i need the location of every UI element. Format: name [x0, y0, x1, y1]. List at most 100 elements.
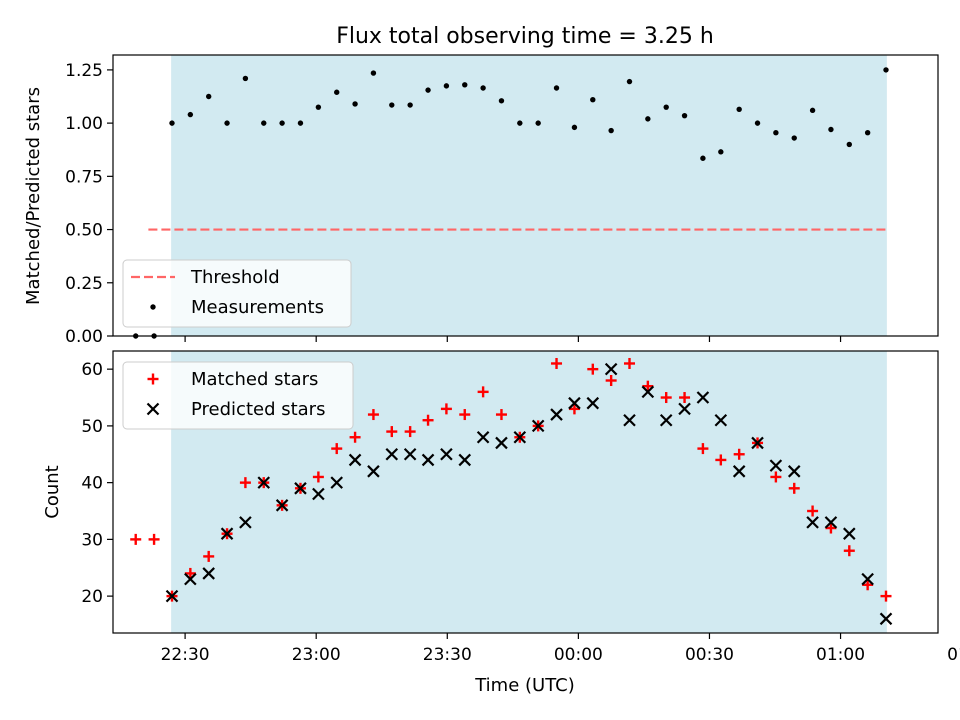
- measurement-point: [571, 124, 578, 131]
- x-marker-b: [184, 572, 197, 586]
- predicted-star-point: [367, 465, 380, 478]
- measurement-point: [681, 112, 688, 119]
- x-marker-b: [623, 413, 636, 427]
- matched-star-point: [880, 590, 892, 602]
- bottom-y-axis: 20 30 40 50 60: [81, 360, 113, 607]
- predicted-star-point: [476, 430, 490, 444]
- matched-star-point: [862, 579, 874, 591]
- matched-star-point: [349, 431, 361, 443]
- top-plot-frame: [112, 54, 939, 337]
- matched-star-point: [184, 567, 196, 579]
- measurement-point: [517, 120, 523, 126]
- predicted-star-point: [843, 527, 856, 540]
- measurement-point: [553, 85, 560, 91]
- measurement-point: [443, 83, 450, 89]
- x-marker-b: [696, 391, 710, 404]
- count-panel: 20 30 40 50 60 22:30 23:00 23:30 00:00 00:30 01:0…: [42, 350, 960, 696]
- predicted-star-point: [769, 459, 783, 472]
- measurements-legend-swatch: [150, 304, 156, 310]
- matched-star-point: [203, 550, 215, 562]
- predicted-star-point: [714, 413, 728, 427]
- predicted-star-point: [861, 572, 874, 586]
- predicted-star-point: [202, 567, 215, 580]
- matched-legend-swatch: [147, 373, 159, 385]
- predicted-star-point: [659, 413, 673, 427]
- measurements-series: [133, 67, 889, 339]
- measurement-point: [754, 120, 761, 126]
- predicted-star-point: [220, 527, 234, 540]
- bottom-x-axis: 22:30 23:00 23:30 00:00 00:30 01:00 01:30: [161, 633, 960, 665]
- predicted-star-point: [294, 482, 307, 495]
- matched-star-point: [312, 471, 324, 483]
- matched-star-point: [404, 426, 416, 438]
- top-y-tick-label: 0.25: [65, 274, 103, 294]
- x-tick-label: 01:00: [816, 645, 865, 665]
- predicted-star-point: [403, 447, 417, 461]
- x-marker-b: [239, 516, 252, 529]
- predicted-star-point: [787, 465, 801, 478]
- predicted-star-point: [440, 447, 453, 461]
- measurement-point: [700, 155, 706, 161]
- predicted-star-point: [604, 362, 618, 376]
- predicted-star-point: [568, 396, 581, 410]
- predicted-star-point: [806, 516, 819, 529]
- x-marker-b: [550, 408, 563, 421]
- x-marker-b: [367, 465, 380, 478]
- predicted-star-point: [513, 430, 527, 444]
- bottom-legend-box: [122, 361, 354, 430]
- predicted-star-point: [696, 391, 710, 404]
- x-marker-b: [202, 567, 215, 580]
- measurement-point: [370, 70, 377, 76]
- measurement-point: [187, 111, 194, 118]
- x-marker-b: [751, 436, 764, 450]
- measurement-point: [261, 120, 267, 126]
- bottom-y-tick-label: 50: [81, 417, 103, 437]
- measurement-point: [315, 104, 322, 110]
- predicted-star-point: [330, 476, 344, 489]
- predicted-star-point: [732, 465, 746, 478]
- measurement-point: [498, 98, 505, 104]
- matched-star-point: [642, 380, 654, 392]
- measurement-point: [809, 107, 816, 114]
- matched-star-point: [477, 386, 489, 398]
- top-y-tick-label: 1.00: [65, 114, 103, 134]
- top-x-ticks: [184, 336, 842, 342]
- measurements-legend-label: Measurements: [191, 297, 324, 318]
- predicted-legend-swatch: [146, 402, 160, 416]
- measurement-point: [389, 102, 395, 108]
- predicted-legend-label: Predicted stars: [191, 399, 325, 420]
- top-y-tick-label: 0.00: [65, 327, 103, 347]
- matched-star-point: [605, 375, 617, 387]
- x-marker-b: [732, 465, 746, 478]
- figure-title: Flux total observing time = 3.25 h: [336, 24, 714, 49]
- x-marker-b: [513, 430, 527, 444]
- measurement-point: [864, 130, 871, 136]
- matched-star-point: [568, 403, 580, 415]
- predicted-star-point: [531, 419, 545, 433]
- x-tick-label: 00:30: [685, 645, 734, 665]
- measurement-point: [205, 93, 212, 100]
- matched-star-point: [733, 448, 745, 460]
- measurement-point: [352, 101, 358, 107]
- measurement-point: [626, 78, 633, 85]
- top-legend: Threshold Measurements: [122, 259, 352, 328]
- bottom-legend: Matched stars Predicted stars: [122, 361, 354, 430]
- matched-star-point: [843, 545, 855, 557]
- matched-star-point: [130, 533, 142, 545]
- predicted-star-point: [586, 396, 600, 410]
- predicted-star-point: [165, 589, 179, 603]
- x-marker-b: [495, 436, 508, 450]
- predicted-star-point: [879, 612, 893, 626]
- matched-star-point: [239, 477, 251, 489]
- x-marker-b: [220, 527, 234, 540]
- x-marker-b: [275, 499, 289, 512]
- x-marker-b: [257, 476, 271, 489]
- measurement-point: [846, 141, 852, 148]
- matched-star-point: [148, 533, 160, 545]
- measurement-point: [297, 120, 304, 126]
- matched-star-point: [715, 454, 727, 466]
- predicted-star-point: [550, 408, 563, 421]
- matched-star-point: [422, 414, 434, 426]
- predicted-stars-series: [165, 362, 893, 626]
- predicted-star-point: [348, 453, 362, 467]
